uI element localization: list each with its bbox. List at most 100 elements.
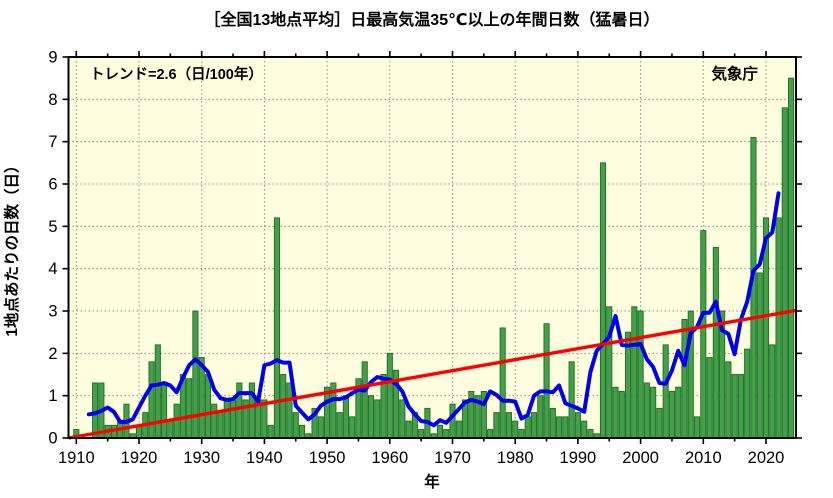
bar xyxy=(273,217,280,439)
trend-line xyxy=(68,308,797,440)
bar xyxy=(662,344,669,439)
bar xyxy=(543,323,550,439)
bar xyxy=(625,331,632,439)
bar xyxy=(618,390,625,439)
bar xyxy=(599,162,607,439)
lines-layer xyxy=(68,191,797,440)
bar xyxy=(217,412,224,439)
bar xyxy=(556,416,563,439)
bar xyxy=(324,386,331,439)
y-tick-label: 4 xyxy=(48,260,57,278)
y-axis-label: 1地点あたりの日数（日） xyxy=(2,157,21,336)
bar xyxy=(192,310,199,439)
bar xyxy=(92,382,99,439)
bar xyxy=(443,429,450,439)
x-tick-label: 1930 xyxy=(183,449,220,467)
bar xyxy=(342,395,349,439)
bar xyxy=(512,420,519,439)
bar xyxy=(706,357,713,439)
bar xyxy=(756,272,763,439)
bar xyxy=(455,420,462,439)
bar xyxy=(656,407,663,439)
bar xyxy=(499,327,506,439)
x-axis-label: 年 xyxy=(424,472,440,491)
bar xyxy=(775,217,782,439)
bar xyxy=(637,310,644,439)
bar xyxy=(286,382,293,439)
bar xyxy=(148,361,155,439)
x-tick-label: 2020 xyxy=(748,449,785,467)
bar xyxy=(737,374,744,439)
bar xyxy=(612,386,619,439)
bar xyxy=(574,412,581,439)
bar xyxy=(581,420,588,439)
y-tick-label: 7 xyxy=(48,133,57,151)
bar xyxy=(549,407,556,439)
bar xyxy=(712,247,719,439)
bar xyxy=(436,424,444,439)
bar xyxy=(568,361,575,439)
bar xyxy=(405,420,412,439)
chart-title: ［全国13地点平均］日最高気温35℃以上の年間日数（猛暑日） xyxy=(205,10,660,29)
y-tick-label: 9 xyxy=(48,49,57,67)
y-tick-label: 8 xyxy=(48,91,57,109)
bar xyxy=(681,319,688,439)
bar xyxy=(487,429,494,439)
y-tick-label: 0 xyxy=(48,430,57,448)
bar xyxy=(223,399,230,439)
bar xyxy=(229,399,237,439)
bar xyxy=(317,416,324,439)
bar xyxy=(298,424,306,439)
x-tick-label: 1960 xyxy=(371,449,408,467)
bar xyxy=(700,230,707,439)
x-tick-label: 1970 xyxy=(434,449,471,467)
bar xyxy=(650,386,657,439)
bar xyxy=(361,361,368,439)
y-tick-label: 3 xyxy=(48,303,57,321)
moving-average-line xyxy=(86,191,781,428)
x-tick-label: 1940 xyxy=(246,449,283,467)
bar xyxy=(186,378,193,439)
bar xyxy=(725,361,732,439)
bar xyxy=(587,429,594,439)
bar xyxy=(399,399,406,439)
axis-border xyxy=(67,56,797,439)
x-tick-label: 1920 xyxy=(121,449,158,467)
bar xyxy=(731,374,738,439)
x-tick-label: 1980 xyxy=(497,449,534,467)
bar xyxy=(367,395,375,439)
axes-layer: 0 1 2 3 4 5 6 7 8 9 1910 1920 1930 1940 1950 1960 1970 19… xyxy=(48,49,802,467)
bar xyxy=(530,412,538,439)
bar xyxy=(167,420,174,439)
bar xyxy=(161,382,168,439)
bar xyxy=(493,412,500,439)
bar xyxy=(211,403,218,439)
bar xyxy=(643,382,650,439)
bar xyxy=(675,386,682,439)
bar xyxy=(537,395,544,439)
bar xyxy=(292,412,299,439)
y-tick-label: 2 xyxy=(48,345,57,363)
x-tick-label: 1950 xyxy=(309,449,346,467)
bar xyxy=(788,77,795,439)
bar xyxy=(769,344,776,439)
bar xyxy=(524,416,531,439)
bar xyxy=(374,399,381,439)
agency-label: 気象庁 xyxy=(711,64,758,83)
bar xyxy=(449,403,456,439)
bar xyxy=(267,424,274,439)
bar xyxy=(744,348,751,439)
trend-annotation: トレンド=2.6（日/100年） xyxy=(90,65,263,83)
bar xyxy=(781,107,788,439)
bar xyxy=(693,416,701,439)
y-tick-label: 1 xyxy=(48,387,57,405)
x-tick-label: 1990 xyxy=(560,449,597,467)
bar xyxy=(505,412,512,439)
bar xyxy=(562,416,569,439)
bar xyxy=(349,416,356,439)
bar xyxy=(518,429,525,439)
bar xyxy=(631,306,638,439)
x-tick-label: 1910 xyxy=(58,449,95,467)
bar xyxy=(336,412,343,439)
